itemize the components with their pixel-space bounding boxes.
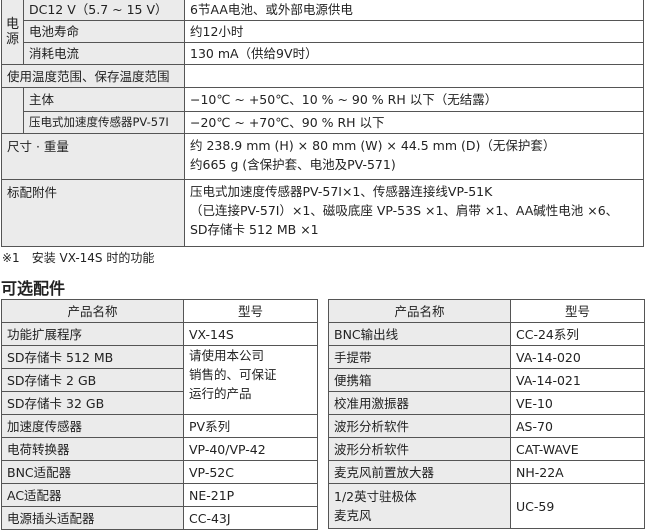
header-model: 型号 [510, 299, 645, 323]
spec-label: 主体 [23, 87, 185, 112]
item-name: SD存储卡 512 MB [1, 345, 184, 369]
value-line: 压电式加速度传感器PV-57I×1、传感器连接线VP-51K [190, 184, 493, 199]
header-model: 型号 [183, 299, 318, 323]
optional-table-right: 产品名称 型号 BNC输出线 CC-24系列 手提带 VA-14-020 便携箱 VA… [328, 299, 645, 529]
item-model: VA-14-021 [510, 368, 645, 392]
spec-value: −10℃ ~ +50℃、10 % ~ 90 % RH 以下（无结露） [184, 87, 644, 112]
spec-value: −20℃ ~ +70℃、90 % RH 以下 [184, 111, 644, 134]
spec-label: DC12 V（5.7 ~ 15 V） [23, 0, 185, 21]
indent-cell [1, 87, 24, 134]
item-name: 波形分析软件 [328, 437, 511, 461]
item-name: 便携箱 [328, 368, 511, 392]
item-model: NH-22A [510, 460, 645, 484]
spec-label: 消耗电流 [23, 42, 185, 65]
item-model: AS-70 [510, 414, 645, 438]
spec-value: 压电式加速度传感器PV-57I×1、传感器连接线VP-51K （已连接PV-57… [184, 179, 644, 247]
item-name: SD存储卡 2 GB [1, 368, 184, 392]
item-model: VP-52C [183, 460, 318, 484]
spec-label: 尺寸 · 重量 [1, 133, 185, 180]
value-line: 约 238.9 mm (H) × 80 mm (W) × 44.5 mm (D)… [190, 138, 556, 153]
item-name: 手提带 [328, 345, 511, 369]
item-name: 波形分析软件 [328, 414, 511, 438]
spec-label: 压电式加速度传感器PV-57I [23, 111, 185, 134]
item-model: PV系列 [183, 414, 318, 438]
power-group-label: 电源 [1, 0, 24, 65]
item-model: CC-24系列 [510, 322, 645, 346]
note-line: 请使用本公司 [189, 348, 265, 363]
item-name: AC适配器 [1, 483, 184, 507]
item-name: 校准用激振器 [328, 391, 511, 415]
item-name: 1/2英寸驻极体 麦克风 [328, 483, 511, 529]
spec-label: 使用温度范围、保存温度范围 [1, 64, 185, 88]
spec-label: 电池寿命 [23, 20, 185, 43]
item-model: CC-43J [183, 506, 318, 530]
value-line: SD存储卡 512 MB ×1 [190, 222, 319, 237]
item-name: BNC适配器 [1, 460, 184, 484]
spec-value: 130 mA（供给9V时） [184, 42, 644, 65]
value-line: 约665 g (含保护套、电池及PV-571) [190, 157, 396, 172]
item-model: VA-14-020 [510, 345, 645, 369]
spec-value: 6节AA电池、或外部电源供电 [184, 0, 644, 21]
item-name: SD存储卡 32 GB [1, 391, 184, 415]
item-model: UC-59 [510, 483, 645, 529]
header-name: 产品名称 [1, 299, 184, 323]
item-name: 麦克风前置放大器 [328, 460, 511, 484]
item-name: BNC输出线 [328, 322, 511, 346]
item-name: 电源插头适配器 [1, 506, 184, 530]
header-name: 产品名称 [328, 299, 511, 323]
section-title: 可选配件 [1, 279, 66, 298]
item-name: 功能扩展程序 [1, 322, 184, 346]
item-name: 电荷转换器 [1, 437, 184, 461]
item-model: NE-21P [183, 483, 318, 507]
name-line: 麦克风 [334, 508, 372, 523]
spec-value: 约 238.9 mm (H) × 80 mm (W) × 44.5 mm (D)… [184, 133, 644, 180]
value-line: （已连接PV-57I）×1、磁吸底座 VP-53S ×1、肩带 ×1、AA碱性电… [190, 203, 619, 218]
spec-value: 约12小时 [184, 20, 644, 43]
name-line: 1/2英寸驻极体 [334, 489, 417, 504]
footnote: ※1 安装 VX-14S 时的功能 [2, 251, 155, 265]
optional-table-left: 产品名称 型号 功能扩展程序 VX-14S SD存储卡 512 MB 请使用本公司… [1, 299, 318, 530]
note-line: 销售的、可保证 [189, 367, 277, 382]
note-line: 运行的产品 [189, 386, 252, 401]
item-model-note: 请使用本公司 销售的、可保证 运行的产品 [183, 345, 318, 415]
spec-table: 电源 DC12 V（5.7 ~ 15 V） 6节AA电池、或外部电源供电 电池寿… [1, 0, 644, 247]
item-model: VE-10 [510, 391, 645, 415]
item-model: VX-14S [183, 322, 318, 346]
item-model: CAT-WAVE [510, 437, 645, 461]
item-name: 加速度传感器 [1, 414, 184, 438]
spec-value [184, 64, 644, 88]
item-model: VP-40/VP-42 [183, 437, 318, 461]
spec-label: 标配附件 [1, 179, 185, 247]
